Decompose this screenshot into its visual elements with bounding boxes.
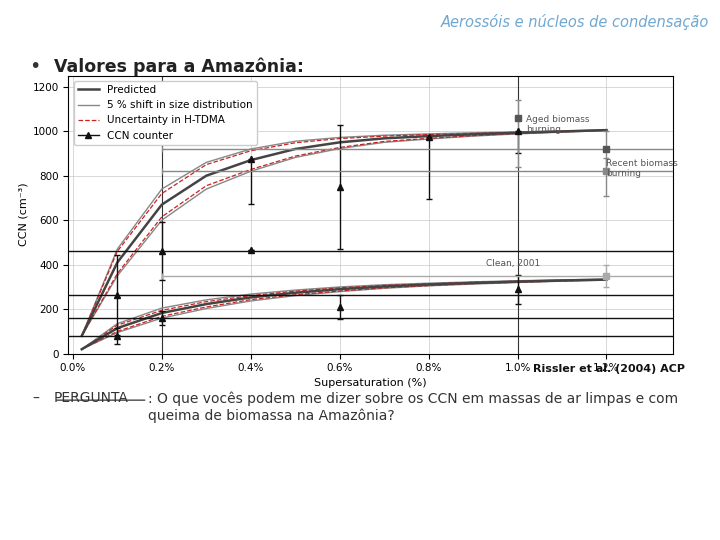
- Text: •: •: [29, 57, 40, 76]
- Text: Valores para a Amazônia:: Valores para a Amazônia:: [54, 58, 304, 76]
- Text: PERGUNTA: PERGUNTA: [54, 392, 129, 406]
- Text: Rissler et al. (2004) ACP: Rissler et al. (2004) ACP: [533, 364, 685, 375]
- Y-axis label: CCN (cm⁻³): CCN (cm⁻³): [18, 183, 28, 246]
- Text: Aerossóis e núcleos de condensação: Aerossóis e núcleos de condensação: [441, 14, 709, 30]
- Text: Aged biomass
burning: Aged biomass burning: [526, 114, 590, 134]
- Text: Clean, 2001: Clean, 2001: [487, 259, 541, 268]
- Text: : O que vocês podem me dizer sobre os CCN em massas de ar limpas e com
queima de: : O que vocês podem me dizer sobre os CC…: [148, 392, 678, 423]
- X-axis label: Supersaturation (%): Supersaturation (%): [315, 377, 427, 388]
- Text: 38: 38: [693, 518, 709, 531]
- Text: –: –: [32, 392, 40, 406]
- Text: Aula – Aerossóis e núcleos de condensação: Aula – Aerossóis e núcleos de condensaçã…: [11, 518, 282, 531]
- Text: Recent biomass
burning: Recent biomass burning: [606, 159, 678, 178]
- Legend: Predicted, 5 % shift in size distribution, Uncertainty in H-TDMA, CCN counter: Predicted, 5 % shift in size distributio…: [73, 81, 257, 145]
